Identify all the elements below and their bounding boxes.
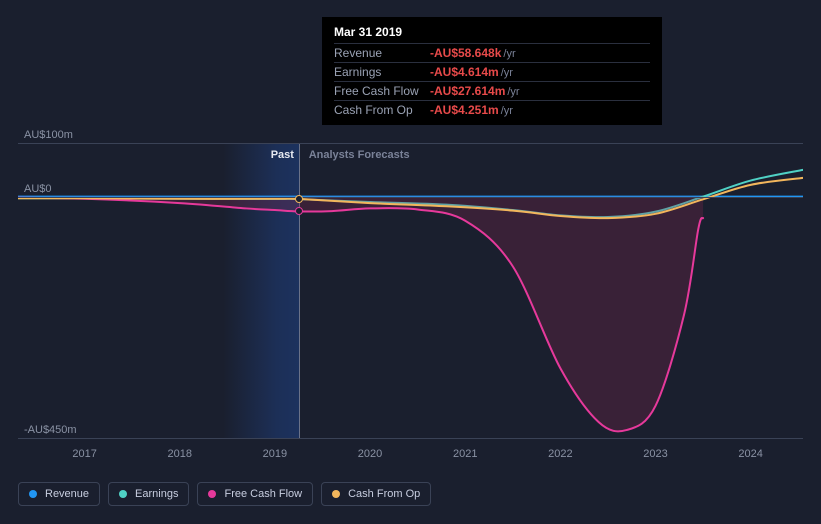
- x-axis-tick: 2018: [168, 448, 192, 460]
- tooltip-metric-label: Free Cash Flow: [334, 84, 430, 98]
- tooltip-row: Cash From Op-AU$4.251m /yr: [334, 100, 650, 119]
- legend-item-earnings[interactable]: Earnings: [108, 482, 189, 506]
- legend-label: Cash From Op: [348, 488, 420, 500]
- x-axis-tick: 2021: [453, 448, 477, 460]
- x-axis-tick: 2022: [548, 448, 572, 460]
- legend-item-free_cash_flow[interactable]: Free Cash Flow: [197, 482, 313, 506]
- tooltip-metric-value: -AU$27.614m: [430, 84, 505, 98]
- tooltip-metric-value: -AU$4.614m: [430, 65, 499, 79]
- tooltip: Mar 31 2019 Revenue-AU$58.648k /yrEarnin…: [322, 17, 662, 125]
- tooltip-rows: Revenue-AU$58.648k /yrEarnings-AU$4.614m…: [334, 43, 650, 119]
- x-axis-tick: 2017: [72, 448, 96, 460]
- x-axis: 2017 2018 2019 2020 2021 2022 2023 2024: [18, 448, 803, 464]
- tooltip-row: Free Cash Flow-AU$27.614m /yr: [334, 81, 650, 100]
- tooltip-row: Earnings-AU$4.614m /yr: [334, 62, 650, 81]
- legend-dot-icon: [119, 490, 127, 498]
- tooltip-metric-value: -AU$58.648k: [430, 46, 501, 60]
- chart-svg: [18, 128, 803, 438]
- legend-label: Revenue: [45, 488, 89, 500]
- legend-dot-icon: [29, 490, 37, 498]
- y-gridline: [18, 438, 803, 439]
- x-axis-tick: 2024: [738, 448, 762, 460]
- tooltip-row: Revenue-AU$58.648k /yr: [334, 43, 650, 62]
- tooltip-metric-per: /yr: [501, 67, 513, 79]
- cursor-marker-cash_from_op: [295, 195, 303, 203]
- tooltip-metric-value: -AU$4.251m: [430, 103, 499, 117]
- tooltip-metric-per: /yr: [501, 105, 513, 117]
- y-gridline: [18, 143, 803, 144]
- legend-dot-icon: [332, 490, 340, 498]
- y-axis-label: AU$0: [24, 183, 52, 195]
- x-axis-tick: 2020: [358, 448, 382, 460]
- cursor-marker-free_cash_flow: [295, 207, 303, 215]
- y-axis-label: AU$100m: [24, 129, 73, 141]
- tooltip-metric-label: Earnings: [334, 65, 430, 79]
- tooltip-date: Mar 31 2019: [334, 25, 650, 43]
- legend-label: Earnings: [135, 488, 178, 500]
- tooltip-metric-label: Cash From Op: [334, 103, 430, 117]
- x-axis-tick: 2023: [643, 448, 667, 460]
- financials-chart: Past Analysts Forecasts AU$100mAU$0-AU$4…: [18, 128, 803, 438]
- tooltip-metric-label: Revenue: [334, 46, 430, 60]
- tooltip-metric-per: /yr: [507, 86, 519, 98]
- legend-label: Free Cash Flow: [224, 488, 302, 500]
- y-axis-label: -AU$450m: [24, 424, 77, 436]
- legend-item-revenue[interactable]: Revenue: [18, 482, 100, 506]
- legend: Revenue Earnings Free Cash Flow Cash From O…: [18, 482, 431, 506]
- legend-dot-icon: [208, 490, 216, 498]
- y-gridline: [18, 197, 803, 198]
- series-area-free_cash_flow: [18, 197, 703, 432]
- tooltip-metric-per: /yr: [503, 48, 515, 60]
- legend-item-cash_from_op[interactable]: Cash From Op: [321, 482, 431, 506]
- x-axis-tick: 2019: [263, 448, 287, 460]
